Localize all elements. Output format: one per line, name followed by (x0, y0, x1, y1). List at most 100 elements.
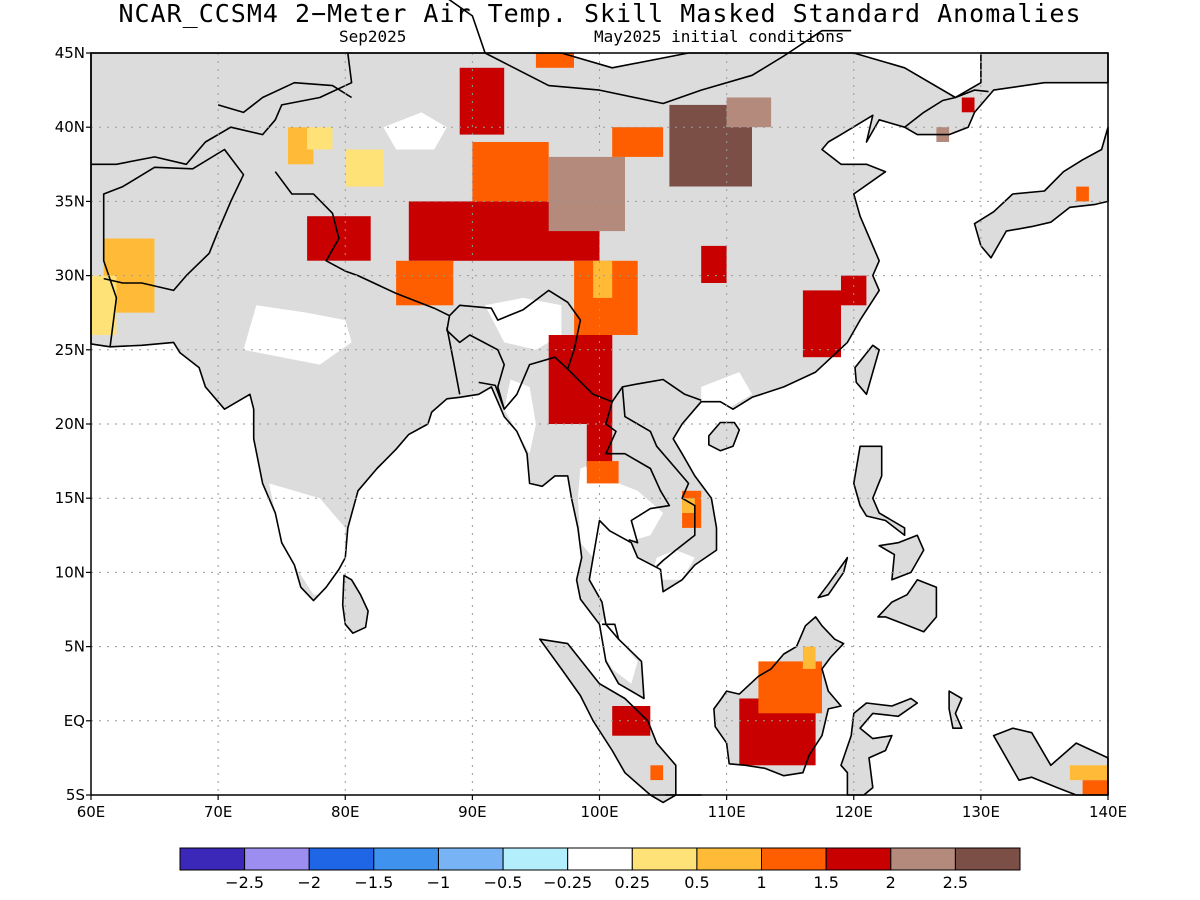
anomaly-region (593, 260, 613, 298)
lat-tick-label: 20N (55, 415, 85, 433)
land-japan (974, 127, 1108, 258)
border-line (621, 386, 696, 568)
colorbar-swatch (373, 847, 439, 871)
coastline-taiwan (854, 344, 881, 396)
land-sumatra (539, 639, 676, 803)
colorbar-label: −0.5 (484, 873, 523, 892)
anomaly-region (841, 275, 867, 306)
border-line (102, 148, 245, 347)
coastline-sulawesi (840, 697, 919, 796)
unmasked-area (485, 297, 562, 350)
colorbar-swatch (438, 847, 504, 871)
colorbar-label: −2.5 (225, 873, 264, 892)
lon-tick-label: 140E (1089, 803, 1127, 821)
border-line (503, 356, 569, 410)
colorbar-label: 0.25 (614, 873, 650, 892)
border-line (217, 81, 353, 114)
anomaly-region (586, 461, 619, 484)
anomaly-region (961, 97, 975, 113)
lon-tick-label: 100E (580, 803, 618, 821)
lon-tick-label: 70E (204, 803, 233, 821)
colorbar-label: 2 (886, 873, 896, 892)
colorbar-swatch (308, 847, 375, 871)
lon-tick-label: 130E (962, 803, 1000, 821)
coastline-borneo (713, 616, 845, 777)
initial-conditions: May2025 initial conditions (594, 27, 845, 46)
border-line (446, 327, 461, 395)
anomaly-region (1076, 186, 1089, 202)
colorbar-label: 0.5 (684, 873, 709, 892)
colorbar-swatch (825, 847, 892, 871)
colorbar-swatch (631, 847, 698, 871)
land-taiwan (855, 345, 880, 395)
colorbar-swatch (244, 847, 310, 871)
coastline-sumatra (538, 638, 677, 804)
lat-tick-label: 25N (55, 341, 85, 359)
lat-tick-label: 40N (55, 118, 85, 136)
anomaly-region (548, 156, 625, 232)
border-line (91, 52, 353, 166)
colorbar-swatch (567, 847, 633, 871)
lon-tick-label: 60E (77, 803, 106, 821)
colorbar-swatch (179, 847, 246, 871)
anomaly-region (650, 765, 664, 781)
anomaly-region (1069, 765, 1108, 781)
anomaly-region (459, 67, 505, 135)
land-halmahera (949, 691, 962, 729)
colorbar-swatch (890, 847, 956, 871)
anomaly-region (307, 127, 333, 150)
border-line (448, 0, 852, 105)
lat-tick-label: 30N (55, 267, 85, 285)
unmasked-area (383, 112, 447, 150)
lat-tick-label: 10N (55, 563, 85, 581)
anomaly-region (396, 260, 454, 306)
lat-tick-label: 5N (64, 638, 85, 656)
colorbar-swatch (761, 847, 827, 871)
unmasked-area (590, 616, 638, 684)
coastline-mainland (90, 52, 1109, 700)
anomaly-region (535, 53, 574, 68)
colorbar-swatch (696, 847, 763, 871)
lat-tick-label: 15N (55, 489, 85, 507)
anomaly-region (1082, 780, 1108, 795)
anomaly-region (548, 335, 613, 424)
border-line (274, 171, 702, 403)
lat-tick-label: 5S (66, 786, 85, 804)
anomaly-region (726, 97, 772, 128)
coastline-srilanka (341, 574, 369, 635)
anomaly-region (758, 661, 822, 714)
colorbar-label: 1 (756, 873, 766, 892)
coastline-palawan (817, 556, 849, 599)
anomaly-region (701, 245, 727, 283)
anomaly-region (682, 498, 695, 513)
lon-tick-label: 90E (458, 803, 487, 821)
colorbar-swatch (954, 847, 1021, 871)
gridlines (91, 53, 1108, 795)
anomaly-region (345, 149, 384, 187)
coastline-hainan (707, 421, 741, 452)
anomaly-region (472, 142, 549, 202)
unmasked-area (269, 483, 346, 595)
anomaly-region (612, 127, 664, 157)
colorbar-label: −2 (297, 873, 321, 892)
lat-tick-label: 45N (55, 44, 85, 62)
forecast-month: Sep2025 (339, 27, 407, 46)
colorbar-swatch (502, 847, 569, 871)
colorbar-label: −1 (427, 873, 451, 892)
map-title: NCAR_CCSM4 2−Meter Air Temp. Skill Maske… (118, 0, 1082, 28)
lon-tick-label: 110E (708, 803, 746, 821)
coastline-luzon (852, 445, 906, 537)
colorbar: −2.5 −2 −1.5 −1 −0.5 −0.25 0.25 0.5 1 1.5 2 2.5 (179, 847, 1021, 892)
land-sulawesi (841, 698, 918, 795)
colorbar-label: −1.5 (354, 873, 393, 892)
lat-tick-label: EQ (64, 712, 85, 730)
anomaly-region (802, 646, 816, 669)
land-luzon (853, 446, 905, 536)
coastline-mindanao (877, 578, 938, 633)
colorbar-label: −0.25 (543, 873, 592, 892)
border-line (446, 315, 506, 411)
border-line (904, 89, 989, 128)
coastline-visayas (878, 534, 925, 581)
